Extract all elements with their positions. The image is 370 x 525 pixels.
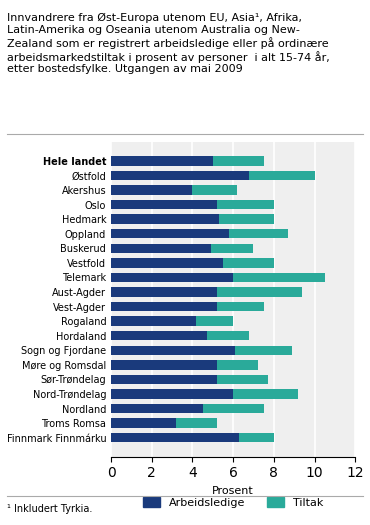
Bar: [111, 229, 229, 238]
Bar: [217, 375, 268, 384]
Bar: [111, 433, 239, 443]
Bar: [217, 287, 302, 297]
Bar: [233, 272, 325, 282]
Legend: Arbeidsledige, Tiltak: Arbeidsledige, Tiltak: [143, 497, 323, 508]
Bar: [111, 156, 213, 165]
Bar: [111, 375, 217, 384]
Bar: [111, 214, 219, 224]
Bar: [196, 317, 233, 326]
Bar: [206, 331, 249, 340]
Bar: [111, 389, 233, 398]
Bar: [111, 302, 217, 311]
Bar: [233, 389, 298, 398]
Bar: [217, 302, 263, 311]
Bar: [111, 418, 176, 428]
Bar: [111, 331, 206, 340]
Bar: [219, 214, 274, 224]
Bar: [229, 229, 288, 238]
Bar: [176, 418, 217, 428]
Bar: [111, 200, 217, 209]
Bar: [111, 360, 217, 370]
Bar: [111, 258, 223, 268]
Bar: [111, 244, 211, 253]
X-axis label: Prosent: Prosent: [212, 486, 254, 496]
Bar: [217, 200, 274, 209]
Text: ¹ Inkludert Tyrkia.: ¹ Inkludert Tyrkia.: [7, 504, 93, 514]
Bar: [217, 360, 258, 370]
Bar: [111, 404, 203, 413]
Bar: [111, 345, 235, 355]
Bar: [223, 258, 274, 268]
Bar: [235, 345, 292, 355]
Bar: [213, 156, 263, 165]
Bar: [239, 433, 274, 443]
Bar: [111, 185, 192, 195]
Bar: [111, 272, 233, 282]
Bar: [203, 404, 263, 413]
Bar: [192, 185, 237, 195]
Bar: [111, 171, 249, 180]
Bar: [249, 171, 314, 180]
Text: Innvandrere fra Øst-Europa utenom EU, Asia¹, Afrika,
Latin-Amerika og Oseania ut: Innvandrere fra Øst-Europa utenom EU, As…: [7, 13, 330, 75]
Bar: [111, 317, 196, 326]
Bar: [211, 244, 253, 253]
Bar: [111, 287, 217, 297]
